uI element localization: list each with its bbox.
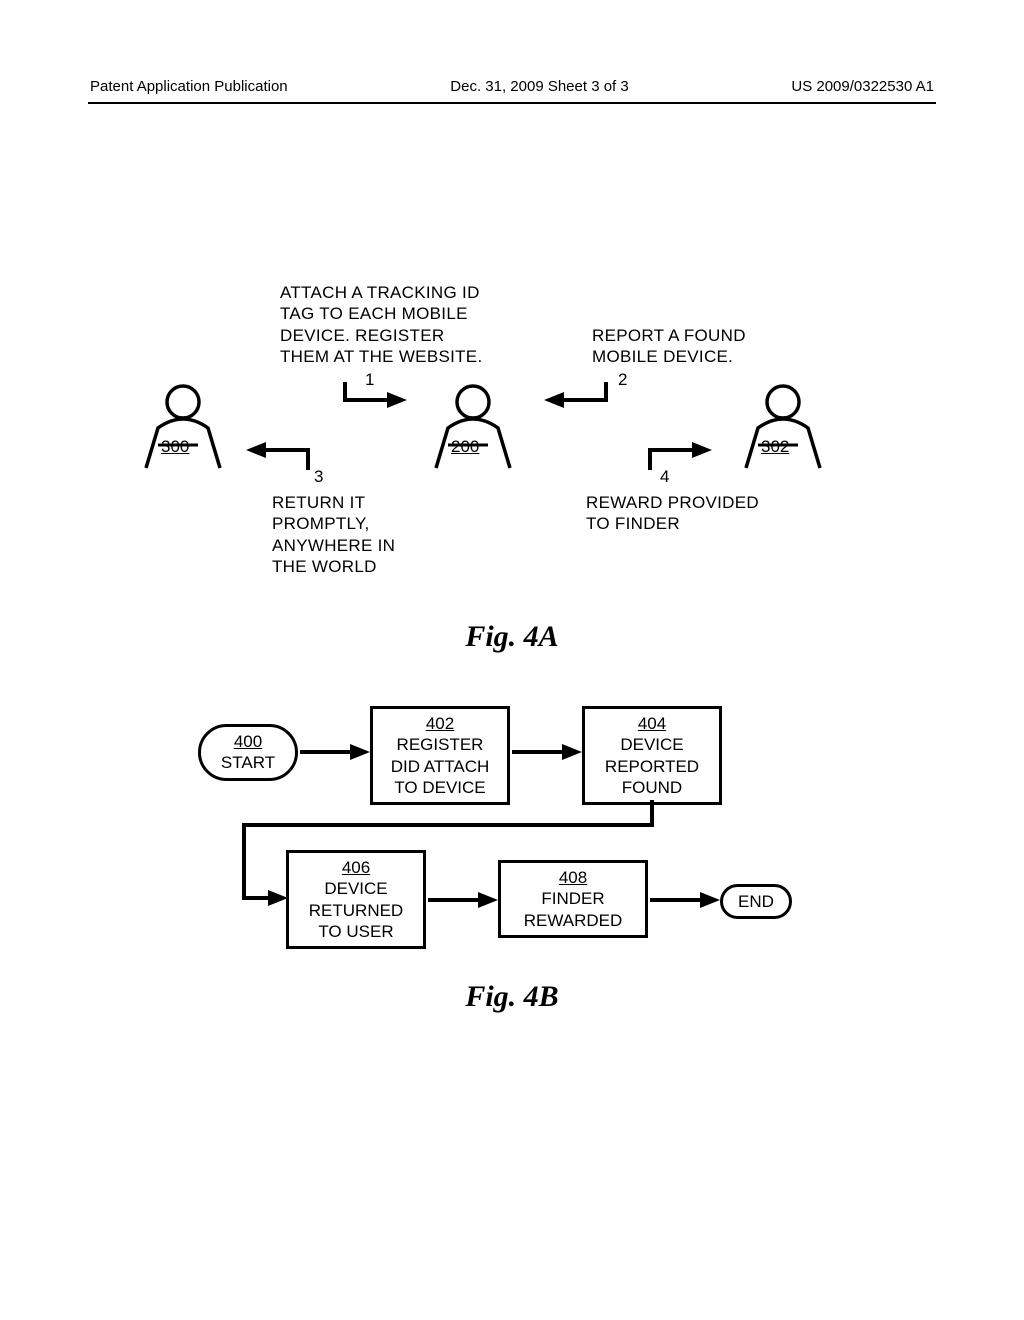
arrow-2 xyxy=(536,378,626,428)
ref-400: 400 xyxy=(234,732,262,751)
flow-box-408: 408 FINDER REWARDED xyxy=(498,860,648,938)
flow-box-406: 406 DEVICE RETURNED TO USER xyxy=(286,850,426,949)
header-right: US 2009/0322530 A1 xyxy=(791,78,934,95)
arrow-4-label: 4 xyxy=(660,467,669,487)
ref-406: 406 xyxy=(295,857,417,878)
flow-box-404: 404 DEVICE REPORTED FOUND xyxy=(582,706,722,805)
start-label: START xyxy=(221,753,275,772)
arrow-1-label: 1 xyxy=(365,370,374,390)
arrow-2-label: 2 xyxy=(618,370,627,390)
header-rule xyxy=(88,102,936,104)
arrow-402-404 xyxy=(512,740,582,769)
ref-404: 404 xyxy=(591,713,713,734)
box-402-text: REGISTER DID ATTACH TO DEVICE xyxy=(379,734,501,798)
flow-box-402: 402 REGISTER DID ATTACH TO DEVICE xyxy=(370,706,510,805)
header-left: Patent Application Publication xyxy=(90,78,288,95)
box-406-text: DEVICE RETURNED TO USER xyxy=(295,878,417,942)
fig4a-caption-bottom-left: RETURN IT PROMPTLY, ANYWHERE IN THE WORL… xyxy=(272,492,452,577)
box-408-text: FINDER REWARDED xyxy=(507,888,639,931)
ref-300: 300 xyxy=(161,437,189,457)
arrow-3-label: 3 xyxy=(314,467,323,487)
fig4a-caption-top-right: REPORT A FOUND MOBILE DEVICE. xyxy=(592,325,812,368)
end-label: END xyxy=(738,892,774,911)
header-center: Dec. 31, 2009 Sheet 3 of 3 xyxy=(450,78,628,95)
figure-label-4b: Fig. 4B xyxy=(0,980,1024,1014)
ref-402: 402 xyxy=(379,713,501,734)
page-header: Patent Application Publication Dec. 31, … xyxy=(0,78,1024,95)
arrow-406-408 xyxy=(428,888,498,917)
ref-200: 200 xyxy=(451,437,479,457)
fig4a-caption-top-left: ATTACH A TRACKING ID TAG TO EACH MOBILE … xyxy=(280,282,540,367)
ref-302: 302 xyxy=(761,437,789,457)
figure-label-4a: Fig. 4A xyxy=(0,620,1024,654)
arrow-start-402 xyxy=(300,740,370,769)
terminal-end: END xyxy=(720,884,792,919)
fig4a-caption-bottom-right: REWARD PROVIDED TO FINDER xyxy=(586,492,816,535)
arrow-408-end xyxy=(650,888,720,917)
ref-408: 408 xyxy=(507,867,639,888)
terminal-start: 400 START xyxy=(198,724,298,781)
box-404-text: DEVICE REPORTED FOUND xyxy=(591,734,713,798)
arrow-4 xyxy=(630,432,720,482)
